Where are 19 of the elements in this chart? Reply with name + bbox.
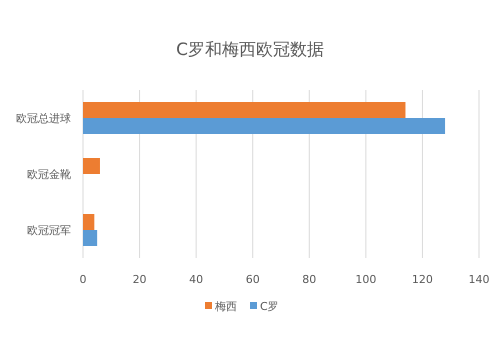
chart-title: C罗和梅西欧冠数据 xyxy=(176,40,324,60)
legend-label: 梅西 xyxy=(214,300,237,313)
x-tick-label: 140 xyxy=(468,273,490,286)
x-tick-label: 100 xyxy=(355,273,376,286)
bar xyxy=(83,158,100,174)
bar xyxy=(83,118,446,134)
x-tick-label: 60 xyxy=(246,273,260,286)
y-tick-label: 欧冠冠军 xyxy=(27,224,71,237)
x-tick-label: 20 xyxy=(132,273,147,286)
x-tick-label: 120 xyxy=(412,273,433,286)
bar xyxy=(83,214,94,230)
x-tick-label: 40 xyxy=(189,273,204,286)
y-tick-label: 欧冠金靴 xyxy=(27,168,71,181)
x-tick-label: 80 xyxy=(302,273,316,286)
bar xyxy=(83,102,406,118)
x-tick-label: 0 xyxy=(80,273,86,286)
y-tick-label: 欧冠总进球 xyxy=(16,112,71,125)
bar xyxy=(83,230,98,246)
legend-label: C罗 xyxy=(260,300,279,313)
